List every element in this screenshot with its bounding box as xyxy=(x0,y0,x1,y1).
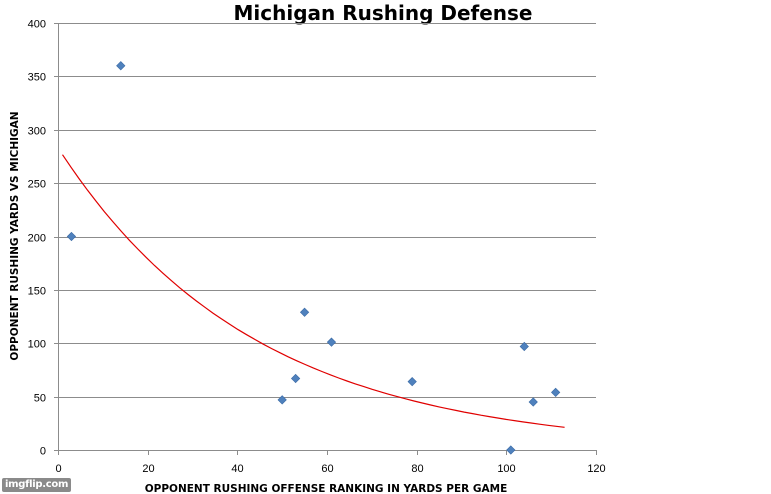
y-tick-label-150: 150 xyxy=(28,286,46,298)
data-point-7 xyxy=(407,377,417,387)
y-axis-title: OPPONENT RUSHING YARDS VS MICHIGAN xyxy=(9,111,21,360)
data-point-4 xyxy=(290,373,301,384)
y-tick-label-0: 0 xyxy=(40,446,46,458)
y-tick-label-200: 200 xyxy=(28,233,46,245)
data-point-10 xyxy=(528,397,538,407)
y-tick-label-100: 100 xyxy=(28,339,46,351)
trendline-curve xyxy=(62,154,565,428)
gridlines xyxy=(58,23,596,398)
x-tick-label-40: 40 xyxy=(231,463,243,475)
data-point-8 xyxy=(506,445,516,455)
axes xyxy=(54,23,597,455)
x-tick-labels: 0 20 40 60 80 100 120 xyxy=(55,463,605,475)
y-tick-label-250: 250 xyxy=(28,179,46,191)
y-tick-labels: 0 50 100 150 200 250 300 350 400 xyxy=(28,19,46,458)
y-tick-label-400: 400 xyxy=(28,19,46,31)
x-tick-label-60: 60 xyxy=(321,463,333,475)
data-points xyxy=(66,61,561,455)
data-point-11 xyxy=(551,387,561,397)
x-tick-label-100: 100 xyxy=(497,463,515,475)
data-point-6 xyxy=(326,337,337,347)
x-tick-label-80: 80 xyxy=(411,463,423,475)
watermark: imgflip.com xyxy=(2,478,72,492)
x-tick-label-120: 120 xyxy=(587,463,605,475)
x-axis-title: OPPONENT RUSHING OFFENSE RANKING IN YARD… xyxy=(145,483,508,494)
y-tick-label-300: 300 xyxy=(28,126,46,138)
chart-title: Michigan Rushing Defense xyxy=(233,1,532,25)
data-point-5 xyxy=(299,307,310,317)
data-point-9 xyxy=(519,341,529,352)
data-point-3 xyxy=(277,395,287,405)
trendline xyxy=(62,154,565,428)
y-tick-label-50: 50 xyxy=(34,393,46,405)
data-point-1 xyxy=(66,231,77,242)
y-tick-label-350: 350 xyxy=(28,72,46,84)
data-point-2 xyxy=(116,61,126,71)
x-tick-label-0: 0 xyxy=(55,463,61,475)
x-tick-label-20: 20 xyxy=(142,463,154,475)
